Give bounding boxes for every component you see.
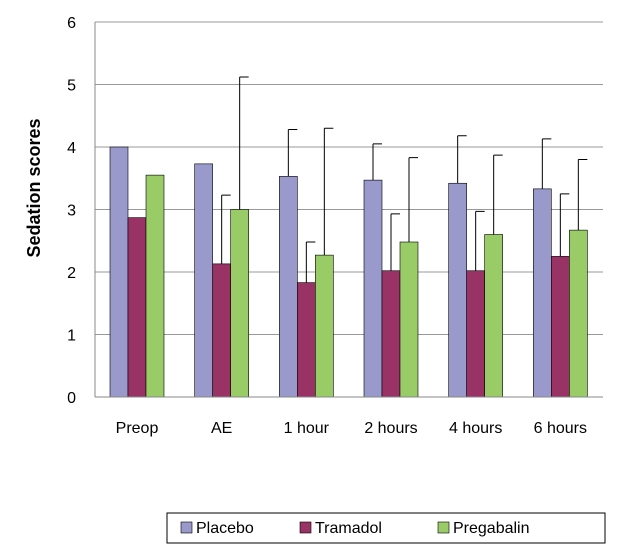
legend-swatch-tramadol (299, 521, 312, 534)
bar-placebo-1 (194, 163, 213, 398)
bar-tramadol-2 (297, 282, 316, 398)
bar-tramadol-4 (466, 270, 485, 398)
bar-tramadol-1 (212, 263, 231, 398)
x-tick-label: 6 hours (534, 420, 587, 437)
x-tick-label: 4 hours (449, 420, 502, 437)
bar-tramadol-5 (551, 256, 570, 398)
bars (109, 76, 588, 398)
bar-pregabalin-5 (569, 229, 588, 398)
legend-label-placebo: Placebo (196, 520, 254, 537)
legend-label-pregabalin: Pregabalin (453, 520, 530, 537)
x-tick-label: Preop (116, 420, 159, 437)
bar-placebo-3 (363, 179, 383, 398)
axes (94, 22, 603, 398)
y-tick-label: 0 (67, 390, 76, 407)
bar-placebo-0 (109, 146, 129, 398)
y-tick-label: 6 (67, 15, 76, 32)
bar-tramadol-3 (381, 270, 401, 398)
legend-swatch-pregabalin (437, 521, 450, 534)
legend-swatch-placebo (180, 521, 193, 534)
legend-label-tramadol: Tramadol (315, 520, 382, 537)
y-tick-label: 1 (67, 328, 76, 345)
y-tick-label: 3 (67, 203, 76, 220)
bar-tramadol-0 (127, 217, 147, 398)
bar-placebo-4 (448, 182, 467, 398)
legend: Placebo Tramadol Pregabalin (166, 512, 606, 544)
bar-pregabalin-3 (399, 241, 419, 398)
x-tick-labels: Preop AE 1 hour 2 hours 4 hours 6 hours (116, 420, 587, 437)
legend-box (166, 512, 606, 544)
bar-placebo-5 (533, 188, 552, 398)
x-tick-label: 1 hour (284, 420, 330, 437)
gridlines (95, 21, 603, 335)
bar-pregabalin-2 (315, 254, 334, 398)
x-tick-label: AE (211, 420, 232, 437)
bar-placebo-2 (279, 176, 298, 398)
y-tick-label: 2 (67, 265, 76, 282)
y-axis-title: Sedation scores (24, 118, 44, 257)
bar-pregabalin-4 (484, 234, 503, 398)
bar-pregabalin-1 (230, 209, 249, 398)
y-tick-label: 5 (67, 78, 76, 95)
bar-pregabalin-0 (145, 174, 165, 398)
y-tick-labels: 0 1 2 3 4 5 6 (67, 15, 76, 407)
y-tick-label: 4 (67, 140, 76, 157)
x-tick-label: 2 hours (364, 420, 417, 437)
